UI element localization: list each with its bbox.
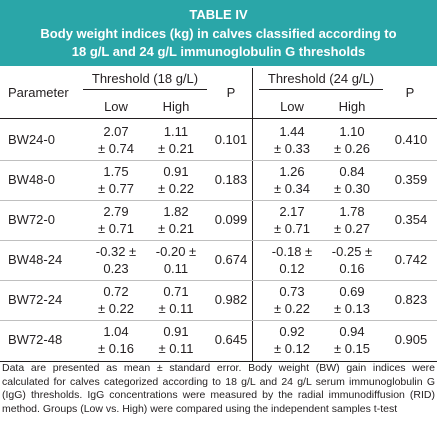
cell-low24-mean: 0.92 xyxy=(279,324,305,339)
cell-high24-se: 0.16 xyxy=(339,261,365,276)
cell-low18-se: ± 0.74 xyxy=(97,141,135,156)
cell-high18-se: ± 0.22 xyxy=(157,181,195,196)
cell-p-24: 0.354 xyxy=(394,212,428,227)
cell-low18-se: ± 0.22 xyxy=(97,301,135,316)
cell-low18-mean: -0.32 ± xyxy=(95,244,137,259)
cell-high18-se: ± 0.21 xyxy=(157,221,195,236)
row-parameter: BW72-0 xyxy=(8,212,55,227)
cell-low18-se: ± 0.71 xyxy=(97,221,135,236)
cell-p-18: 0.674 xyxy=(214,252,248,267)
row-parameter: BW72-48 xyxy=(8,332,63,347)
cell-low18-mean: 0.72 xyxy=(103,284,129,299)
cell-p-18: 0.183 xyxy=(214,172,248,187)
table-title: TABLE IV xyxy=(189,7,248,22)
row-separator xyxy=(0,240,437,241)
col-header-parameter: Parameter xyxy=(8,85,69,100)
cell-p-24: 0.742 xyxy=(394,252,428,267)
row-parameter: BW48-0 xyxy=(8,172,55,187)
cell-high24-mean: -0.25 ± xyxy=(331,244,373,259)
cell-p-18: 0.099 xyxy=(214,212,248,227)
cell-high24-mean: 0.84 xyxy=(339,164,365,179)
col-header-threshold-18: Threshold (18 g/L) xyxy=(91,71,199,86)
cell-high18-mean: 1.11 xyxy=(163,124,189,139)
col-header-threshold-24: Threshold (24 g/L) xyxy=(267,71,375,86)
cell-low18-mean: 2.79 xyxy=(103,204,129,219)
cell-low18-se: 0.23 xyxy=(103,261,129,276)
row-parameter: BW24-0 xyxy=(8,132,55,147)
row-separator xyxy=(0,280,437,281)
cell-high24-se: ± 0.26 xyxy=(333,141,371,156)
cell-low24-se: ± 0.71 xyxy=(273,221,311,236)
col-header-high-18: High xyxy=(162,99,190,114)
col-header-p-18: P xyxy=(226,85,236,100)
col-header-high-24: High xyxy=(338,99,366,114)
cell-high18-se: ± 0.21 xyxy=(157,141,195,156)
table-footnote: Data are presented as mean ± standard er… xyxy=(2,362,435,415)
cell-low24-se: ± 0.33 xyxy=(273,141,311,156)
row-separator xyxy=(0,200,437,201)
cell-low24-se: ± 0.34 xyxy=(273,181,311,196)
cell-high18-mean: 0.71 xyxy=(163,284,189,299)
col-header-p-24: P xyxy=(405,85,415,100)
cell-high24-se: ± 0.15 xyxy=(333,341,371,356)
rule-under-threshold-24 xyxy=(259,89,383,90)
row-separator xyxy=(0,320,437,321)
row-separator xyxy=(0,160,437,161)
cell-p-24: 0.905 xyxy=(394,332,428,347)
column-group-divider xyxy=(252,68,253,361)
cell-p-18: 0.101 xyxy=(214,132,248,147)
cell-high18-mean: 1.82 xyxy=(163,204,189,219)
cell-high18-se: ± 0.11 xyxy=(158,341,194,356)
cell-high24-se: ± 0.13 xyxy=(333,301,371,316)
cell-high18-se: 0.11 xyxy=(163,261,189,276)
cell-high24-mean: 1.78 xyxy=(339,204,365,219)
cell-low18-mean: 1.75 xyxy=(103,164,129,179)
cell-low24-se: ± 0.12 xyxy=(273,341,311,356)
cell-high24-se: ± 0.30 xyxy=(333,181,371,196)
cell-low18-mean: 1.04 xyxy=(103,324,129,339)
cell-p-18: 0.982 xyxy=(214,292,248,307)
cell-low24-mean: 2.17 xyxy=(279,204,305,219)
cell-high24-mean: 0.69 xyxy=(339,284,365,299)
rule-under-threshold-18 xyxy=(83,89,207,90)
cell-high24-mean: 1.10 xyxy=(339,124,365,139)
table-subtitle-line1: Body weight indices (kg) in calves class… xyxy=(40,26,397,41)
cell-low18-mean: 2.07 xyxy=(103,124,129,139)
rule-under-headers xyxy=(0,118,437,119)
cell-p-24: 0.410 xyxy=(394,132,428,147)
cell-high18-mean: -0.20 ± xyxy=(155,244,197,259)
cell-low18-se: ± 0.16 xyxy=(97,341,135,356)
cell-low24-se: 0.12 xyxy=(279,261,305,276)
cell-high18-mean: 0.91 xyxy=(163,164,189,179)
cell-high18-mean: 0.91 xyxy=(163,324,189,339)
cell-high18-se: ± 0.11 xyxy=(158,301,194,316)
cell-p-24: 0.359 xyxy=(394,172,428,187)
col-header-low-18: Low xyxy=(104,99,128,114)
cell-low18-se: ± 0.77 xyxy=(97,181,135,196)
cell-p-24: 0.823 xyxy=(394,292,428,307)
cell-low24-se: ± 0.22 xyxy=(273,301,311,316)
table-header-band: TABLE IV Body weight indices (kg) in cal… xyxy=(0,0,437,66)
row-parameter: BW48-24 xyxy=(8,252,63,267)
cell-low24-mean: 0.73 xyxy=(279,284,305,299)
cell-high24-se: ± 0.27 xyxy=(333,221,371,236)
cell-low24-mean: 1.44 xyxy=(279,124,305,139)
rule-bottom xyxy=(0,361,437,362)
cell-p-18: 0.645 xyxy=(214,332,248,347)
table-subtitle-line2: 18 g/L and 24 g/L immunoglobulin G thres… xyxy=(71,44,366,59)
col-header-low-24: Low xyxy=(280,99,304,114)
row-parameter: BW72-24 xyxy=(8,292,63,307)
cell-low24-mean: -0.18 ± xyxy=(271,244,313,259)
cell-low24-mean: 1.26 xyxy=(279,164,305,179)
cell-high24-mean: 0.94 xyxy=(339,324,365,339)
